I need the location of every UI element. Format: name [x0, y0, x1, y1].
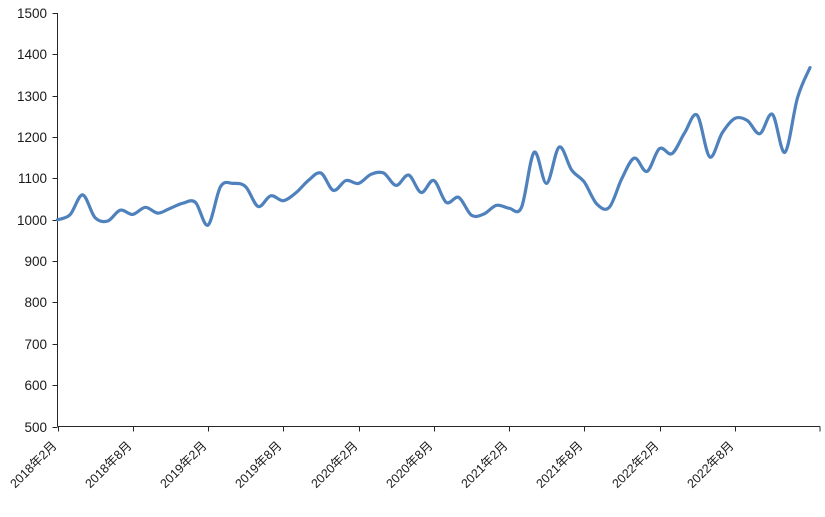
x-tick-label: 2022年2月 — [609, 439, 661, 491]
y-tick-label: 1000 — [17, 213, 47, 228]
y-tick-label: 800 — [24, 295, 47, 310]
x-tick-label: 2019年2月 — [157, 439, 209, 491]
x-tick-label: 2019年8月 — [232, 439, 284, 491]
x-tick-label: 2018年2月 — [7, 439, 59, 491]
x-tick-label: 2020年8月 — [383, 439, 435, 491]
y-tick-label: 700 — [24, 337, 47, 352]
x-tick-label: 2022年8月 — [684, 439, 736, 491]
y-tick-label: 1300 — [17, 89, 47, 104]
x-tick-label: 2020年2月 — [308, 439, 360, 491]
y-tick-label: 1100 — [18, 171, 47, 186]
y-tick-label: 1500 — [17, 6, 47, 21]
y-tick-label: 1200 — [17, 130, 47, 145]
data-series-line — [55, 66, 812, 227]
x-tick-label: 2021年2月 — [458, 439, 510, 491]
y-tick-label: 1400 — [17, 47, 47, 62]
y-axis-ticks — [52, 13, 58, 428]
y-tick-label: 900 — [24, 254, 47, 269]
y-tick-label: 500 — [24, 420, 47, 435]
x-axis-ticks — [58, 426, 821, 432]
axes — [57, 13, 820, 427]
x-tick-label: 2018年8月 — [82, 439, 134, 491]
x-tick-label: 2021年8月 — [533, 439, 585, 491]
y-tick-label: 600 — [24, 378, 47, 393]
y-axis-labels: 500 600 700 800 900 1000 1100 1200 1300 1400 1500 — [17, 6, 47, 435]
x-axis-labels: 2018年2月 2018年8月 2019年2月 2019年8月 2020年2月 2020年… — [7, 439, 736, 491]
